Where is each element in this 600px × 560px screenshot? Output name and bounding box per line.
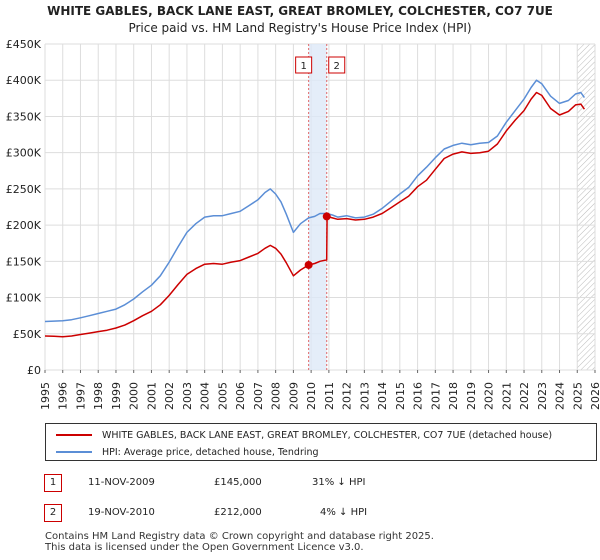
- y-tick-label: £100K: [6, 292, 42, 305]
- sale-label-box: [295, 56, 313, 74]
- x-tick-label: 2016: [412, 382, 425, 410]
- x-tick-label: 2020: [483, 382, 496, 410]
- x-tick-label: 2007: [252, 382, 265, 410]
- chart-title-block: WHITE GABLES, BACK LANE EAST, GREAT BROM…: [0, 3, 600, 37]
- x-tick-label: 1997: [74, 382, 87, 410]
- y-tick-label: £350K: [6, 110, 42, 123]
- footer-copyright: Contains HM Land Registry data © Crown c…: [45, 531, 434, 542]
- legend-swatch-property: [56, 434, 92, 436]
- transaction-row: 2 19-NOV-2010 £212,000 4% ↓ HPI: [44, 504, 444, 522]
- y-tick-label: £150K: [6, 255, 42, 268]
- x-tick-label: 2013: [358, 382, 371, 410]
- legend-item-hpi: HPI: Average price, detached house, Tend…: [46, 443, 319, 461]
- x-tick-label: 2023: [536, 382, 549, 410]
- footer-licence: This data is licensed under the Open Gov…: [45, 542, 364, 553]
- x-tick-label: 2004: [199, 382, 212, 410]
- x-tick-label: 2014: [376, 382, 389, 410]
- x-tick-label: 1999: [110, 382, 123, 410]
- sale-label-box: [328, 56, 346, 74]
- x-tick-label: 2000: [128, 382, 141, 410]
- x-tick-label: 2019: [465, 382, 478, 410]
- transaction-date: 11-NOV-2009: [88, 477, 155, 488]
- x-tick-label: 2012: [341, 382, 354, 410]
- sale-label-text: 1: [300, 61, 306, 72]
- x-tick-label: 2010: [305, 382, 318, 410]
- legend-label-property: WHITE GABLES, BACK LANE EAST, GREAT BROM…: [102, 429, 553, 441]
- hpi-line: [44, 79, 586, 323]
- transaction-price: £145,000: [214, 477, 262, 488]
- x-tick-label: 2018: [447, 382, 460, 410]
- forecast-hatch: [577, 44, 595, 370]
- sale-marker-point: [304, 260, 313, 269]
- y-tick-label: £200K: [6, 219, 42, 232]
- transaction-hpi-diff: 31% ↓ HPI: [312, 477, 366, 488]
- transaction-number-badge: 1: [44, 474, 62, 492]
- y-tick-label: £50K: [13, 328, 42, 341]
- chart-title: WHITE GABLES, BACK LANE EAST, GREAT BROM…: [47, 4, 553, 18]
- transaction-number-badge: 2: [44, 504, 62, 522]
- footer: Contains HM Land Registry data © Crown c…: [45, 531, 434, 553]
- x-tick-label: 2001: [145, 382, 158, 410]
- axes: £0 £50K £100K £150K £200K £250K £300K £350K £400…: [6, 38, 600, 410]
- transaction-price: £212,000: [214, 507, 262, 518]
- y-tick-label: £250K: [6, 183, 42, 196]
- x-tick-label: 2009: [287, 382, 300, 410]
- sale-label-text: 2: [334, 61, 340, 72]
- x-tick-label: 2024: [554, 382, 567, 410]
- x-tick-label: 1995: [39, 382, 52, 410]
- legend-label-hpi: HPI: Average price, detached house, Tend…: [102, 446, 319, 458]
- y-tick-label: £0: [27, 364, 41, 377]
- transaction-hpi-diff: 4% ↓ HPI: [320, 507, 368, 518]
- x-tick-label: 2005: [216, 382, 229, 410]
- x-tick-label: 2017: [429, 382, 442, 410]
- y-tick-label: £400K: [6, 74, 42, 87]
- x-tick-label: 2003: [181, 382, 194, 410]
- x-tick-label: 1996: [57, 382, 70, 410]
- property-price-line: [44, 91, 586, 338]
- legend-swatch-hpi: [56, 451, 92, 453]
- chart-subtitle: Price paid vs. HM Land Registry's House …: [128, 21, 472, 35]
- transaction-date: 19-NOV-2010: [88, 507, 155, 518]
- x-tick-label: 2015: [394, 382, 407, 410]
- y-tick-label: £450K: [6, 38, 42, 51]
- legend-item-property: WHITE GABLES, BACK LANE EAST, GREAT BROM…: [46, 426, 552, 444]
- x-tick-label: 2006: [234, 382, 247, 410]
- sale-marker-point: [322, 212, 331, 221]
- x-tick-label: 2021: [500, 382, 513, 410]
- legend: WHITE GABLES, BACK LANE EAST, GREAT BROM…: [45, 423, 597, 461]
- x-tick-label: 2025: [571, 382, 584, 410]
- x-tick-label: 2022: [518, 382, 531, 410]
- x-tick-label: 2002: [163, 382, 176, 410]
- series-lines: [44, 79, 586, 338]
- y-tick-label: £300K: [6, 147, 42, 160]
- x-tick-label: 2008: [270, 382, 283, 410]
- x-tick-label: 2011: [323, 382, 336, 410]
- sale-highlight-band: [308, 44, 328, 370]
- x-tick-label: 1998: [92, 382, 105, 410]
- transaction-row: 1 11-NOV-2009 £145,000 31% ↓ HPI: [44, 474, 444, 492]
- sale-period-band: [308, 44, 327, 370]
- x-tick-label: 2026: [589, 382, 600, 410]
